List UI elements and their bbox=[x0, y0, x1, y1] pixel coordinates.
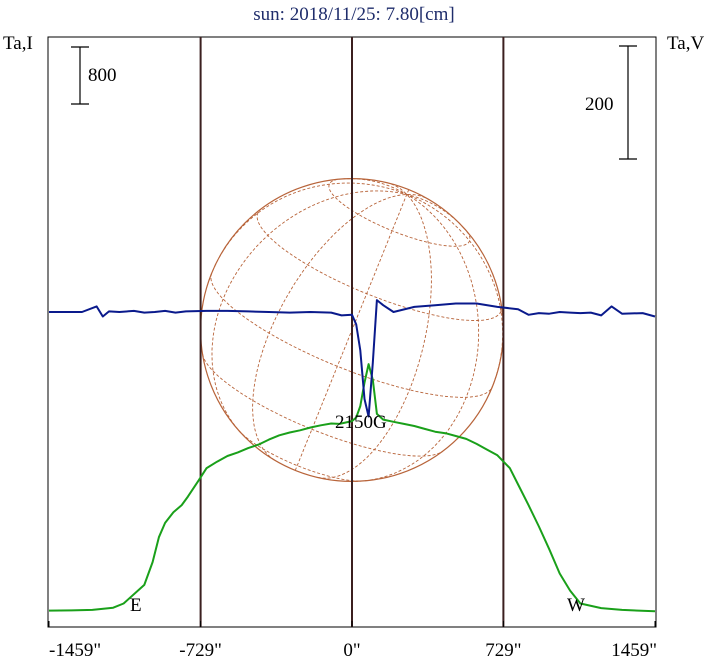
x-tick-label: 0" bbox=[343, 640, 360, 661]
longitude-line bbox=[317, 194, 432, 479]
longitude-line bbox=[211, 190, 407, 438]
data-series bbox=[48, 299, 656, 613]
longitude-line bbox=[354, 194, 480, 482]
east-limb-label: E bbox=[130, 595, 142, 616]
left-axis-label: Ta,I bbox=[3, 33, 33, 54]
x-tick-label: -1459" bbox=[49, 640, 101, 661]
latitude-line bbox=[202, 354, 443, 457]
latitude-line bbox=[328, 178, 471, 247]
chart-title: sun: 2018/11/25: 7.80[cm] bbox=[253, 4, 454, 25]
west-limb-label: W bbox=[567, 595, 585, 616]
longitude-line bbox=[406, 193, 465, 229]
latitude-line bbox=[238, 430, 364, 482]
source-field-label: 2150G bbox=[335, 412, 387, 433]
polarization-series-line bbox=[49, 299, 656, 418]
x-tick-label: 1459" bbox=[611, 640, 657, 661]
right-axis-label: Ta,V bbox=[667, 33, 704, 54]
longitude-line bbox=[342, 178, 408, 195]
longitude-line bbox=[294, 194, 408, 471]
scale-bar-left: 800 bbox=[71, 46, 117, 105]
scale-bar-left-label: 800 bbox=[88, 65, 117, 86]
x-tick-label: 729" bbox=[485, 640, 521, 661]
scale-bar-right-label: 200 bbox=[585, 94, 614, 115]
scale-bar-right: 200 bbox=[585, 45, 637, 160]
limb-lines bbox=[199, 37, 505, 627]
longitude-line bbox=[208, 182, 407, 281]
longitude-line bbox=[386, 182, 408, 195]
x-axis-ticks: -1459" -729" 0" 729" 1459" bbox=[48, 621, 657, 661]
longitude-line bbox=[406, 193, 430, 201]
longitude-line bbox=[406, 193, 504, 394]
longitude-line bbox=[406, 189, 410, 195]
x-tick-label: -729" bbox=[179, 640, 222, 661]
intensity-series-line bbox=[48, 363, 656, 613]
longitude-line bbox=[252, 193, 407, 461]
